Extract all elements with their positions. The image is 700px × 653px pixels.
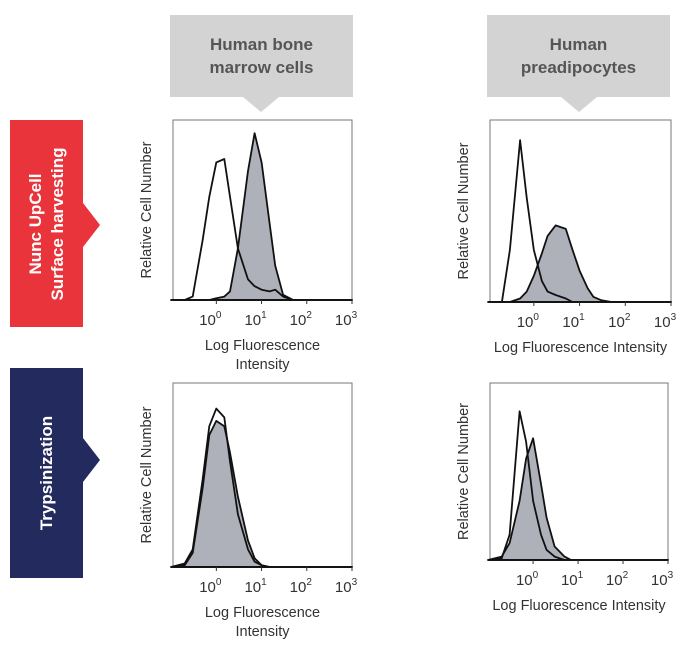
y-axis-label: Relative Cell Number [456,142,472,279]
x-tick-label: 102 [608,312,631,331]
x-tick-label: 100 [199,310,222,329]
x-tick-label: 103 [335,577,358,596]
tick-exponent: 1 [261,577,267,588]
x-axis-label: Log Fluorescence [205,605,320,621]
row-label-line: Trypsinization [36,415,56,531]
x-tick-label: 103 [651,570,674,589]
tick-exponent: 2 [625,312,631,323]
tick-exponent: 3 [668,570,674,581]
tick-exponent: 1 [261,310,267,321]
column-header-preadipocytes: Human preadipocytes [487,15,670,97]
tick-base: 10 [335,312,352,329]
tick-exponent: 0 [216,577,222,588]
tick-base: 10 [199,579,216,596]
x-tick-label: 102 [290,577,313,596]
x-tick-label: 100 [517,312,540,331]
x-tick-label: 103 [335,310,358,329]
x-tick-label: 102 [606,570,629,589]
tick-exponent: 3 [352,577,358,588]
tick-base: 10 [290,312,307,329]
column-header-line: Human [549,35,608,54]
x-axis-label: Intensity [236,357,291,373]
x-tick-label: 101 [562,312,585,331]
row-label-line: Surface harvesting [47,146,67,301]
tick-base: 10 [561,572,578,589]
y-axis-label: Relative Cell Number [139,141,155,278]
x-tick-label: 102 [290,310,313,329]
down-arrow-icon [561,97,597,112]
y-axis-label: Relative Cell Number [456,403,472,540]
row-label-trypsinization: Trypsinization [10,368,83,578]
tick-base: 10 [608,314,625,331]
tick-exponent: 3 [671,312,677,323]
x-axis-label: Log Fluorescence Intensity [494,340,668,356]
down-arrow-icon [243,97,279,112]
x-axis-label: Intensity [236,624,291,640]
tick-exponent: 2 [623,570,629,581]
right-arrow-icon [83,438,100,482]
tick-exponent: 3 [352,310,358,321]
tick-base: 10 [244,312,261,329]
tick-base: 10 [244,579,261,596]
tick-base: 10 [335,579,352,596]
tick-exponent: 0 [533,312,539,323]
tick-base: 10 [654,314,671,331]
tick-base: 10 [516,572,533,589]
tick-exponent: 2 [306,310,312,321]
tick-base: 10 [517,314,534,331]
tick-base: 10 [290,579,307,596]
x-tick-label: 101 [561,570,584,589]
tick-exponent: 0 [216,310,222,321]
x-axis-label: Log Fluorescence Intensity [492,598,666,614]
tick-base: 10 [562,314,579,331]
tick-exponent: 1 [579,312,585,323]
tick-exponent: 0 [533,570,539,581]
tick-base: 10 [606,572,623,589]
x-tick-label: 101 [244,310,267,329]
x-axis-label: Log Fluorescence [205,338,320,354]
column-header-line: preadipocytes [520,58,637,77]
tick-base: 10 [199,312,216,329]
column-header-line: marrow cells [209,58,314,77]
tick-exponent: 1 [578,570,584,581]
tick-exponent: 2 [306,577,312,588]
x-tick-label: 103 [654,312,677,331]
right-arrow-icon [83,203,100,247]
column-header-bone-marrow: Human bone marrow cells [170,15,353,97]
y-axis-label: Relative Cell Number [139,406,155,543]
row-label-upcell: Nunc UpCell Surface harvesting [10,120,83,327]
x-tick-label: 100 [516,570,539,589]
x-tick-label: 100 [199,577,222,596]
column-header-line: Human bone [210,35,313,54]
x-tick-label: 101 [244,577,267,596]
row-label-line: Nunc UpCell [25,172,45,275]
tick-base: 10 [651,572,668,589]
